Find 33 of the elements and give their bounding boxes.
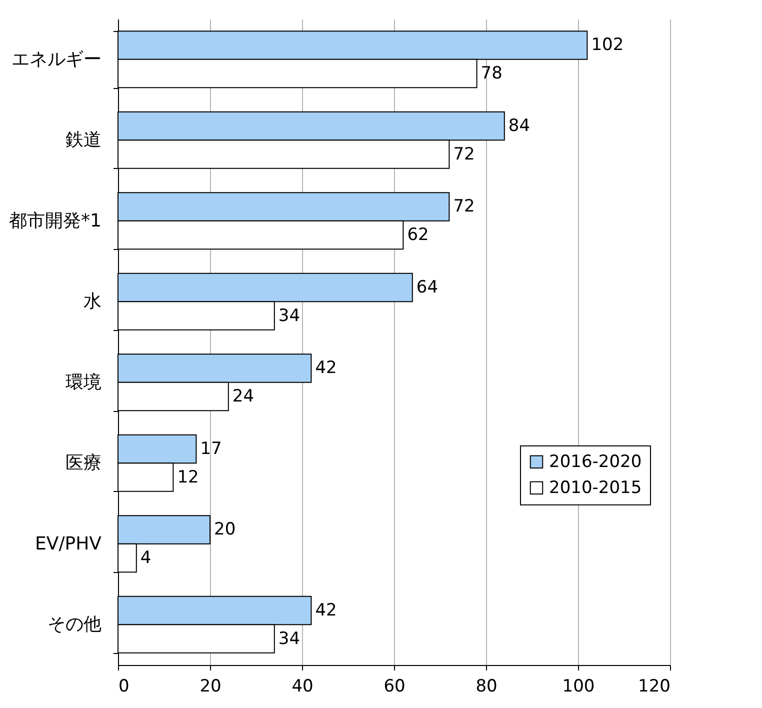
data-label: 12 [177, 467, 199, 488]
data-label: 84 [508, 116, 530, 136]
data-label: 64 [416, 277, 438, 298]
y-tick-label: 医療 [66, 452, 102, 474]
y-tick-label: 水 [84, 291, 102, 312]
x-tick-label: 120 [638, 676, 670, 696]
x-tick-label: 40 [292, 676, 314, 696]
data-label: 4 [140, 548, 152, 568]
y-tick-label: 環境 [66, 372, 102, 393]
x-tick-label: 0 [118, 676, 130, 696]
y-tick-label: 都市開発*1 [9, 210, 102, 232]
data-label: 42 [315, 358, 337, 378]
x-tick-label: 100 [562, 676, 595, 696]
data-label: 42 [315, 600, 337, 620]
legend-label: 2010-2015 [549, 478, 642, 498]
data-label: 17 [200, 438, 222, 459]
legend-label: 2016-2020 [549, 452, 642, 472]
data-label: 62 [407, 225, 429, 246]
y-tick-label: 鉄道 [66, 130, 102, 151]
data-label: 34 [278, 628, 300, 649]
x-tick-label: 80 [476, 676, 498, 696]
data-label: 78 [480, 64, 502, 84]
data-label: 72 [453, 144, 475, 164]
x-tick-label: 60 [384, 676, 406, 696]
data-label: 34 [278, 306, 300, 326]
y-tick-label: エネルギー [12, 48, 102, 70]
data-label: 24 [232, 386, 254, 407]
data-label: 102 [591, 35, 624, 56]
y-tick-label: EV/PHV [35, 533, 102, 554]
data-label: 20 [214, 520, 236, 540]
data-label: 72 [453, 196, 475, 217]
y-tick-label: その他 [48, 614, 102, 636]
x-tick-label: 20 [200, 676, 222, 696]
